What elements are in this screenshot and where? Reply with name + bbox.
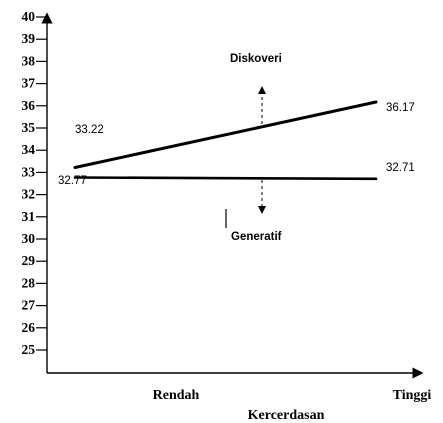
axes — [41, 12, 424, 379]
series-label-generatif: Generatif — [231, 231, 282, 243]
x-axis-categories: Rendah Tinggi — [153, 388, 432, 403]
series-label-diskoveri: Diskoveri — [230, 53, 282, 65]
y-tick-label: 36 — [22, 98, 36, 113]
y-tick-label: 33 — [22, 164, 36, 179]
y-tick-label: 27 — [22, 298, 36, 313]
series-lines — [73, 100, 378, 181]
data-label: 33.22 — [75, 124, 104, 136]
y-axis-ticks: 25 26 27 28 29 30 31 32 33 34 35 36 37 38 39 40 — [22, 9, 47, 357]
y-tick-label: 34 — [22, 142, 36, 157]
annotations: 33.22 36.17 32.77 32.71 Diskoveri Generatif — [58, 53, 415, 243]
y-tick-label: 38 — [22, 53, 36, 68]
data-label: 36.17 — [386, 102, 415, 114]
series-line — [73, 100, 378, 170]
y-tick-label: 32 — [22, 187, 36, 202]
y-tick-label: 40 — [22, 9, 36, 24]
x-category-label: Tinggi — [393, 388, 432, 403]
y-tick-label: 30 — [22, 231, 36, 246]
y-tick-label: 37 — [22, 76, 36, 91]
data-label: 32.71 — [386, 162, 415, 174]
y-tick-label: 26 — [22, 320, 36, 335]
y-tick-label: 25 — [22, 342, 36, 357]
y-tick-label: 28 — [22, 275, 36, 290]
y-tick-label: 35 — [22, 120, 36, 135]
data-label: 32.77 — [58, 175, 87, 187]
x-category-label: Rendah — [153, 388, 200, 403]
series-line — [73, 176, 378, 181]
y-tick-label: 39 — [22, 31, 36, 46]
y-tick-label: 31 — [22, 209, 36, 224]
y-tick-label: 29 — [22, 253, 36, 268]
x-axis-title: Kercerdasan — [248, 408, 325, 423]
